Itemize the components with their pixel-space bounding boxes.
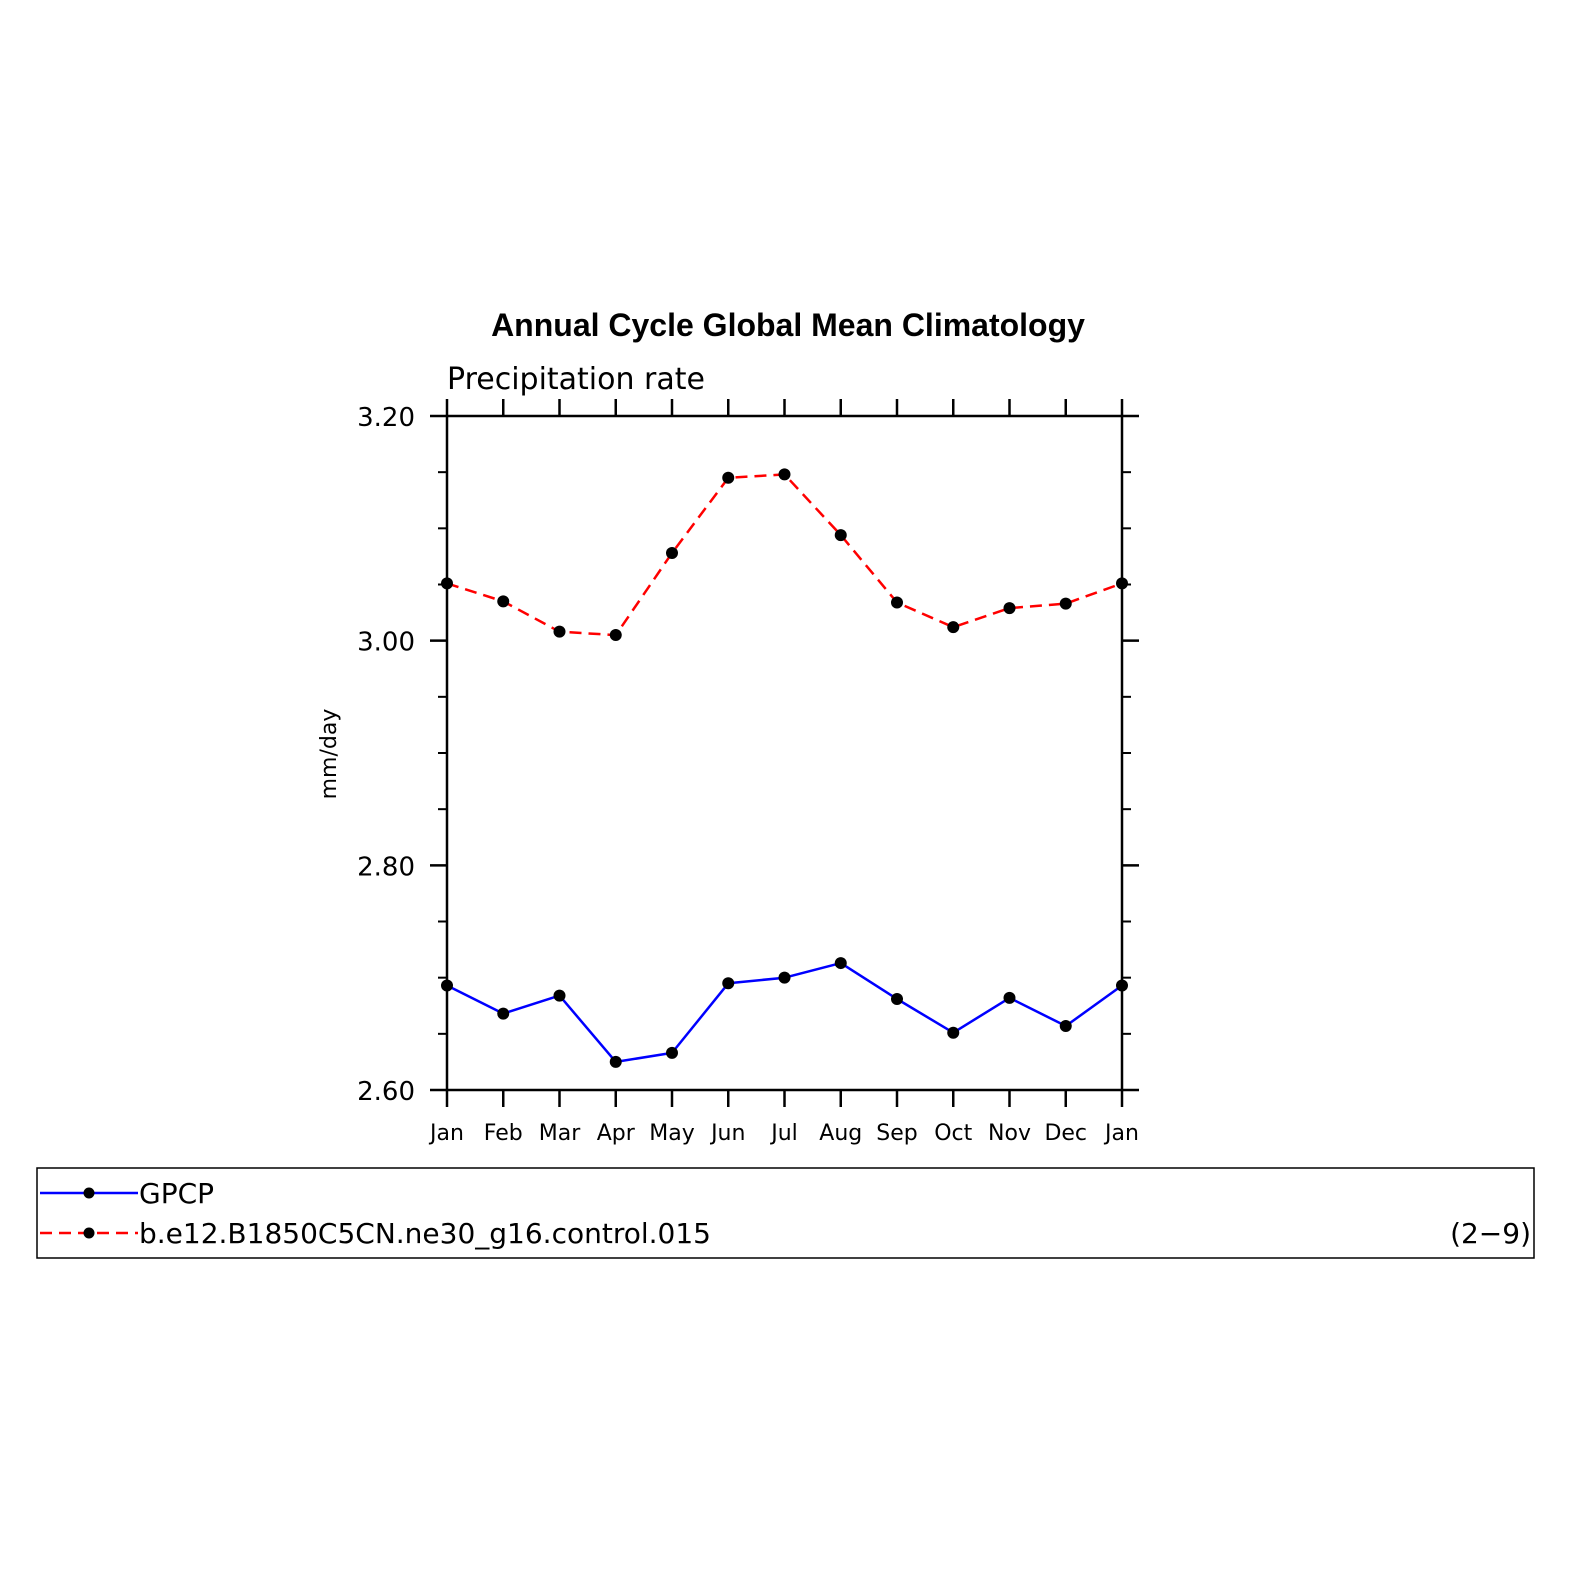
legend: GPCP b.e12.B1850C5CN.ne30_g16.control.01…	[36, 1167, 1535, 1259]
x-tick-label: Dec	[1044, 1121, 1087, 1146]
data-point-series-1	[834, 529, 847, 542]
y-tick-label: 2.60	[357, 1077, 415, 1107]
x-tick-label: May	[649, 1121, 694, 1146]
data-point-series-1	[722, 471, 735, 484]
data-point-series-1	[1059, 597, 1072, 610]
data-point-series-0	[947, 1026, 960, 1039]
data-point-series-1	[778, 468, 791, 481]
series-line-1	[446, 473, 1123, 637]
x-tick-label: Mar	[539, 1121, 581, 1146]
data-point-series-0	[722, 977, 735, 990]
y-tick-label: 2.80	[357, 852, 415, 882]
data-point-series-1	[497, 595, 510, 608]
data-point-series-0	[1059, 1019, 1072, 1032]
data-point-series-0	[834, 957, 847, 970]
x-tick-label: Nov	[988, 1121, 1031, 1146]
data-point-series-0	[778, 971, 791, 984]
legend-note: (2−9)	[1450, 1217, 1531, 1250]
data-point-series-0	[553, 989, 566, 1002]
x-tick-label: Jan	[1103, 1121, 1139, 1146]
x-tick-label: Aug	[819, 1121, 862, 1146]
y-axis-label: mm/day	[317, 709, 342, 800]
x-tick-label: Jul	[769, 1121, 798, 1146]
data-point-series-1	[1116, 577, 1128, 590]
data-point-series-1	[1003, 602, 1016, 615]
chart-subtitle: Precipitation rate	[447, 362, 705, 397]
series-layer	[441, 468, 1128, 1068]
y-tick-label: 3.20	[357, 403, 415, 433]
data-point-series-0	[1116, 979, 1128, 992]
data-point-series-1	[891, 596, 903, 609]
legend-box	[36, 1167, 1535, 1259]
data-point-series-0	[609, 1055, 622, 1068]
x-tick-label: Sep	[876, 1121, 917, 1146]
x-tick-label: Jun	[709, 1121, 745, 1146]
legend-marker-gpcp	[83, 1187, 95, 1199]
y-tick-label: 3.00	[357, 628, 415, 658]
data-point-series-1	[947, 621, 960, 634]
axes: 2.60 2.80 3.00 3.20 Jan Feb Mar Apr May Jun Jul Aug…	[357, 399, 1139, 1146]
data-point-series-0	[1003, 991, 1016, 1004]
data-point-series-0	[666, 1046, 678, 1059]
data-point-series-1	[553, 625, 566, 638]
legend-label-model: b.e12.B1850C5CN.ne30_g16.control.015	[139, 1217, 711, 1250]
x-tick-label: Jan	[428, 1121, 464, 1146]
data-point-series-1	[441, 577, 453, 590]
legend-marker-model	[83, 1227, 95, 1239]
data-point-series-1	[609, 629, 622, 642]
data-point-series-1	[666, 547, 678, 560]
data-point-series-0	[441, 979, 453, 992]
data-point-series-0	[891, 993, 903, 1006]
x-tick-label: Feb	[484, 1121, 523, 1146]
x-tick-label: Apr	[597, 1121, 636, 1146]
plot-frame	[445, 414, 1124, 1092]
chart-title: Annual Cycle Global Mean Climatology	[491, 307, 1085, 343]
legend-label-gpcp: GPCP	[139, 1177, 214, 1210]
data-point-series-0	[497, 1007, 510, 1020]
x-tick-label: Oct	[934, 1121, 972, 1146]
